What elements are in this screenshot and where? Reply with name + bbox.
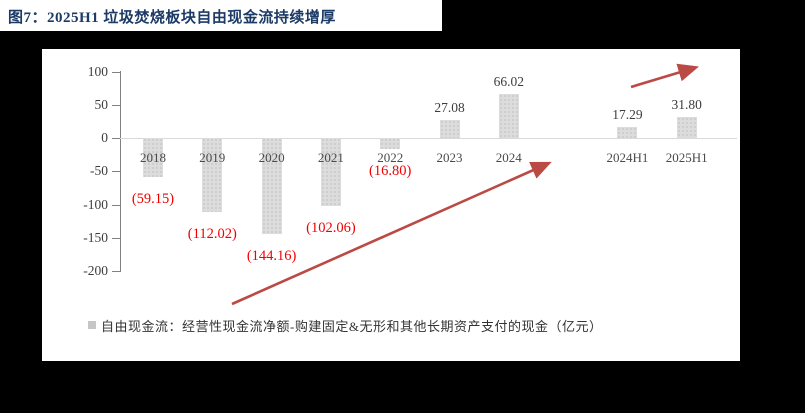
bar-2020: [261, 138, 282, 234]
legend-swatch-icon: [88, 321, 96, 329]
category-label: 2018: [140, 150, 166, 165]
y-tick-mark: [112, 171, 120, 173]
y-tick-label: -50: [90, 163, 108, 179]
y-axis-line: [120, 71, 121, 272]
y-tick-label: 50: [94, 96, 109, 112]
y-tick-mark: [112, 204, 120, 206]
bar-2024H1: [617, 126, 638, 138]
bar-2025H1: [676, 116, 697, 138]
value-label: (16.80): [369, 163, 412, 180]
figure-title: 图7：2025H1 垃圾焚烧板块自由现金流持续增厚: [8, 10, 336, 26]
trend-arrow-long: [231, 161, 552, 306]
category-label: 2020: [258, 150, 285, 165]
trend-arrows-layer: [231, 63, 699, 306]
bar-2019: [202, 138, 223, 213]
y-tick-label: -100: [83, 196, 108, 212]
value-label: 27.08: [434, 99, 465, 115]
category-label: 2024: [495, 150, 522, 165]
category-label: 2022: [377, 150, 404, 165]
bar-2022: [380, 138, 401, 150]
y-tick-label: 0: [101, 130, 108, 145]
y-tick-label: 100: [87, 63, 108, 79]
figure-title-strip: 图7：2025H1 垃圾焚烧板块自由现金流持续增厚: [0, 0, 442, 31]
y-tick-mark: [112, 71, 120, 73]
legend-label: 自由现金流：经营性现金流净额-购建固定&无形和其他长期资产支付的现金（亿元）: [101, 318, 603, 334]
bar-2023: [439, 119, 460, 138]
category-label: 2021: [317, 150, 344, 165]
zero-gridline: [120, 138, 737, 139]
value-label: 17.29: [612, 106, 643, 122]
value-label: 31.80: [671, 96, 702, 112]
category-label: 2024H1: [606, 150, 649, 165]
y-tick-label: -200: [83, 263, 108, 278]
category-label: 2025H1: [665, 150, 708, 165]
category-label: 2023: [436, 150, 463, 165]
value-label: (112.02): [187, 226, 237, 243]
bar-2018: [143, 138, 163, 178]
value-label: (102.06): [306, 219, 356, 236]
bar-2021: [320, 138, 341, 206]
free-cash-flow-bar-chart: 100 50 0 -50 -100 -150 -200 2018 (59.15) 2019 (11…: [42, 49, 740, 361]
category-label: 2019: [199, 150, 226, 165]
value-label: (144.16): [246, 247, 297, 264]
y-tick-label: -150: [83, 229, 108, 245]
y-tick-mark: [112, 271, 120, 272]
y-tick-mark: [112, 104, 120, 106]
trend-arrow-short: [630, 63, 699, 89]
value-label: 66.02: [493, 74, 524, 90]
chart-legend: 自由现金流：经营性现金流净额-购建固定&无形和其他长期资产支付的现金（亿元）: [88, 315, 602, 335]
y-tick-mark: [112, 237, 120, 239]
bar-2024: [498, 94, 519, 138]
y-tick-mark: [112, 138, 120, 139]
value-label: (59.15): [131, 191, 175, 208]
